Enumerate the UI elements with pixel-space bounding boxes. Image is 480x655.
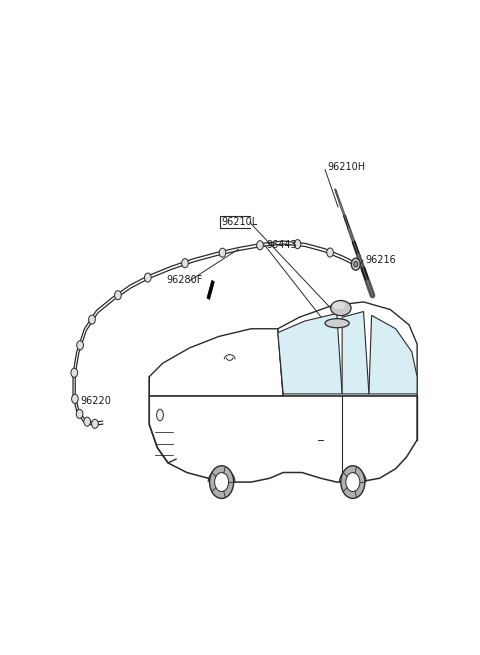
Circle shape (215, 473, 228, 491)
Circle shape (76, 409, 83, 419)
Circle shape (89, 315, 96, 324)
Text: 96210H: 96210H (328, 162, 366, 172)
Polygon shape (342, 312, 369, 394)
Circle shape (341, 466, 365, 498)
Circle shape (257, 240, 264, 250)
Circle shape (77, 341, 84, 350)
Text: 96216: 96216 (365, 255, 396, 265)
Text: 96210L: 96210L (222, 217, 258, 227)
Text: 96443: 96443 (266, 240, 297, 250)
Polygon shape (278, 314, 342, 394)
Polygon shape (149, 329, 283, 396)
Ellipse shape (156, 409, 163, 421)
Circle shape (219, 248, 226, 257)
Circle shape (327, 248, 334, 257)
Text: 96280F: 96280F (166, 275, 203, 286)
Polygon shape (149, 396, 417, 482)
Circle shape (181, 259, 188, 268)
Polygon shape (278, 302, 417, 396)
Circle shape (92, 419, 98, 428)
Ellipse shape (333, 302, 345, 309)
Polygon shape (369, 315, 417, 394)
Ellipse shape (331, 301, 351, 316)
Circle shape (71, 368, 78, 377)
Circle shape (72, 394, 78, 403)
Circle shape (210, 466, 234, 498)
Circle shape (294, 240, 301, 249)
Circle shape (84, 417, 91, 426)
Polygon shape (207, 280, 215, 299)
Circle shape (115, 291, 121, 300)
Circle shape (354, 261, 358, 267)
Circle shape (346, 473, 360, 491)
Text: 96220: 96220 (81, 396, 111, 406)
Circle shape (351, 258, 360, 271)
Circle shape (144, 273, 151, 282)
Ellipse shape (325, 319, 349, 328)
